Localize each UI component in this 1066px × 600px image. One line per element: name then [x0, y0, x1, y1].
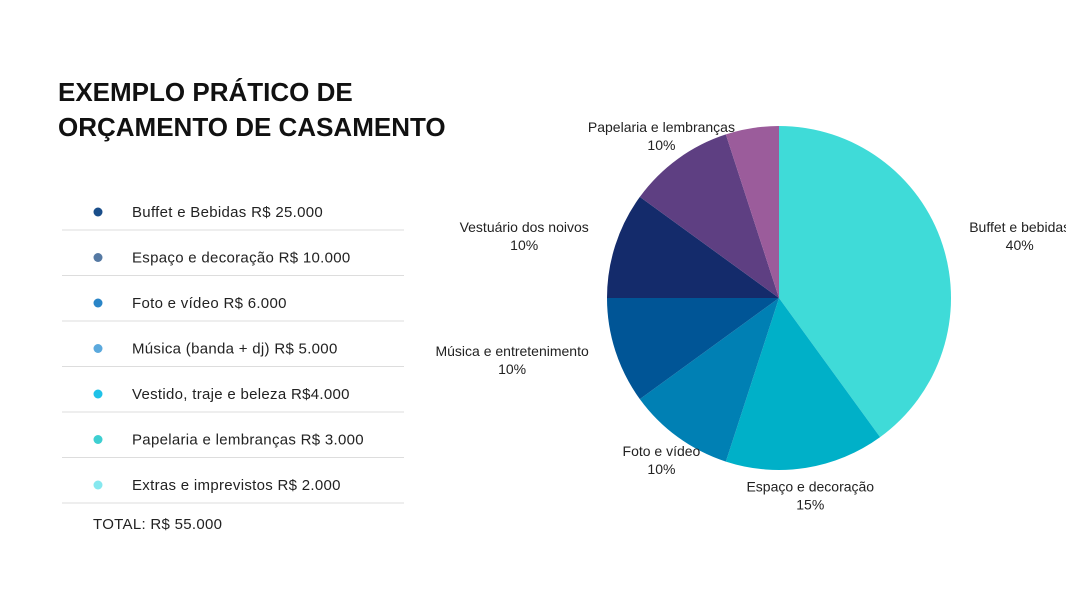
list-item: Extras e imprevistos R$ 2.000	[132, 477, 341, 494]
pie: Buffet e bebidas 40% Espaço e decoração 15%…	[435, 119, 1066, 512]
value-label: 40%	[1006, 237, 1034, 253]
list-item: Papelaria e lembranças R$ 3.000	[132, 432, 364, 449]
pie-slice	[779, 126, 951, 438]
bullet	[93, 435, 103, 444]
list-item: Buffet e Bebidas R$ 25.000	[132, 204, 323, 221]
bullet	[93, 344, 103, 353]
value-label: 10%	[510, 237, 538, 253]
list-item: Música (banda + dj) R$ 5.000	[132, 341, 338, 358]
value-label: 10%	[498, 361, 526, 377]
total: TOTAL: R$ 55.000	[93, 516, 222, 533]
slice-label: Música e entretenimento	[435, 343, 589, 359]
list-item: Foto e vídeo R$ 6.000	[132, 295, 287, 312]
bullet	[93, 253, 103, 262]
title-line: ORÇAMENTO DE CASAMENTO	[58, 112, 446, 142]
pie-slice	[725, 126, 779, 298]
list-item: Espaço e decoração R$ 10.000	[132, 250, 351, 267]
title-line: EXEMPLO PRÁTICO DE	[58, 77, 353, 107]
value-label: 10%	[647, 461, 675, 477]
value-label: 15%	[796, 497, 824, 513]
budget-list: Buffet e Bebidas R$ 25.000 Espaço e decor…	[62, 204, 404, 504]
pie-slice	[639, 134, 779, 298]
bullet	[93, 298, 103, 308]
bullet	[93, 389, 103, 399]
pie-slice	[607, 298, 779, 400]
slice-label: Espaço e decoração	[746, 479, 874, 495]
slice-label: Papelaria e lembranças	[588, 119, 735, 135]
slice-label: Buffet e bebidas	[969, 219, 1066, 235]
pie-slice	[725, 298, 881, 470]
slice-label: Foto e vídeo	[623, 443, 701, 459]
value-label: 10%	[647, 137, 675, 153]
slice-label: Vestuário dos noivos	[460, 219, 589, 235]
bullet	[93, 480, 103, 490]
pie-slice	[607, 196, 779, 298]
list-item: Vestido, traje e beleza R$4.000	[132, 386, 350, 403]
pie-slice	[639, 298, 779, 462]
bullet	[93, 207, 103, 217]
